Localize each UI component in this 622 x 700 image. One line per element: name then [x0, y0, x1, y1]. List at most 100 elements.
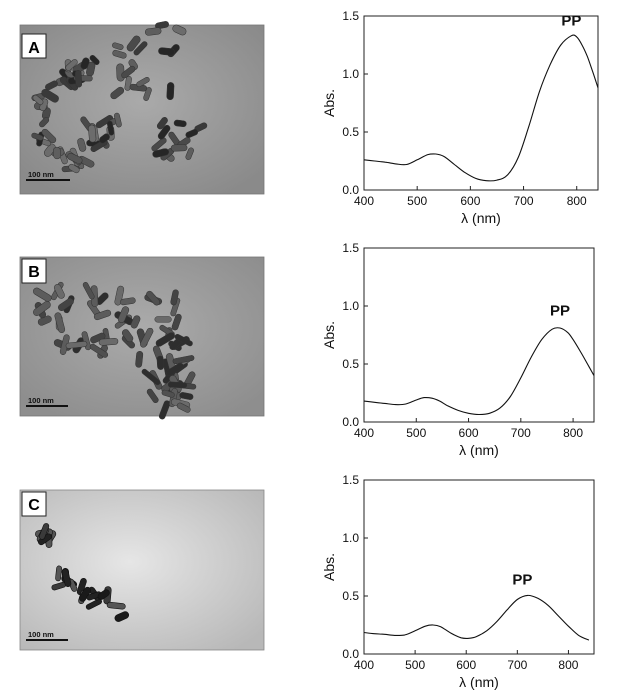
micrograph-panel-b: B 100 nm [19, 256, 265, 420]
nanorod [45, 80, 58, 91]
nanorod [99, 133, 110, 144]
y-tick-label: 1.5 [342, 473, 359, 487]
x-tick-label: 700 [514, 194, 534, 208]
nanorod [114, 611, 130, 622]
nanorod [135, 351, 144, 368]
y-axis-label: Abs. [321, 89, 337, 117]
nanorod-cluster-b [33, 281, 197, 420]
nanorod [61, 568, 72, 587]
nanorod [93, 309, 112, 321]
panel-letter-box-a [21, 33, 47, 59]
x-axis-label: λ (nm) [461, 210, 501, 226]
nanorod [146, 388, 159, 404]
absorbance-chart-a: 400 500 600 700 800 0.0 0.5 1.0 1.5 λ (nm) Abs. PP [321, 9, 599, 226]
nanorod [130, 315, 141, 329]
x-tick-label: 400 [354, 658, 374, 672]
nanorod [39, 523, 50, 540]
nanorod [166, 362, 184, 376]
nanorod [88, 124, 97, 143]
y-tick-label: 0.0 [342, 415, 359, 429]
nanorod [39, 117, 50, 128]
y-axis-label: Abs. [321, 321, 337, 349]
absorbance-series-line [363, 594, 590, 641]
nanorod [146, 290, 161, 306]
y-tick-label: 1.5 [342, 241, 359, 255]
nanorod [33, 287, 52, 302]
nanorod [77, 138, 87, 152]
nanorod [155, 332, 175, 347]
y-tick-label: 1.0 [342, 531, 359, 545]
nanorod [32, 94, 44, 105]
absorbance-series-line [363, 34, 599, 182]
x-tick-label: 600 [456, 658, 476, 672]
panel-letter-b: B [28, 264, 40, 281]
panel-letter-box-c [21, 491, 47, 517]
nanorod [161, 389, 175, 398]
nanorod [172, 24, 187, 36]
plot-frame [363, 479, 595, 655]
nanorod [126, 35, 141, 52]
nanorod [170, 297, 181, 317]
nanorod [53, 146, 61, 160]
plot-frame [363, 15, 599, 191]
panel-letter-a: A [28, 40, 40, 57]
nanorod [114, 112, 122, 128]
nanorod [97, 589, 110, 600]
absorbance-chart-b: 400 500 600 700 800 0.0 0.5 1.0 1.5 λ (nm) Abs. PP [321, 241, 595, 458]
nanorod [144, 27, 162, 36]
nanorod [136, 76, 150, 88]
nanorod [89, 55, 100, 65]
plasmon-peak-annotation: PP [512, 571, 532, 588]
absorbance-series-line [363, 327, 595, 416]
nanorod [41, 88, 59, 103]
nanorod [117, 306, 130, 323]
nanorod [185, 129, 199, 138]
y-tick-label: 1.0 [342, 299, 359, 313]
nanorod [106, 120, 115, 136]
nanorod [31, 132, 44, 141]
nanorod [65, 59, 78, 71]
nanorod [33, 301, 51, 316]
nanorod [67, 152, 83, 164]
x-tick-label: 500 [406, 426, 426, 440]
nanorod [156, 355, 165, 370]
panel-letter-box-b [21, 258, 47, 284]
nanorod [120, 297, 136, 306]
nanorod [141, 368, 161, 386]
x-tick-label: 400 [354, 426, 374, 440]
nanorod [171, 313, 182, 331]
y-tick-label: 1.5 [342, 9, 359, 23]
nanorod [74, 69, 83, 88]
micrograph-panel-c: C 100 nm [19, 489, 265, 651]
x-tick-label: 700 [507, 658, 527, 672]
nanorod-cluster-a [31, 21, 208, 174]
y-axis-label: Abs. [321, 553, 337, 581]
nanorod [167, 381, 188, 389]
nanorod [174, 333, 193, 347]
nanorod [185, 147, 194, 160]
nanorod [89, 343, 109, 358]
nanorod [152, 148, 170, 158]
plot-frame [363, 247, 595, 423]
nanorod [43, 143, 56, 157]
scale-bar-label-b: 100 nm [28, 396, 54, 405]
nanorod [41, 128, 57, 144]
x-axis-label: λ (nm) [459, 442, 499, 458]
y-tick-label: 0.5 [342, 589, 359, 603]
panel-letter-c: C [28, 497, 40, 514]
y-tick-label: 0.5 [342, 125, 359, 139]
nanorod [155, 21, 169, 30]
nanorod [170, 144, 188, 152]
micrograph-a-image [19, 24, 265, 195]
nanorod [112, 42, 124, 50]
nanorod [85, 598, 102, 610]
nanorod [157, 124, 171, 140]
nanorod [140, 327, 154, 348]
nanorod [172, 355, 195, 365]
nanorod-cluster-c [35, 523, 130, 622]
nanorod [82, 282, 95, 300]
nanorod [173, 119, 187, 128]
x-tick-label: 600 [459, 426, 479, 440]
nanorod [57, 298, 74, 311]
